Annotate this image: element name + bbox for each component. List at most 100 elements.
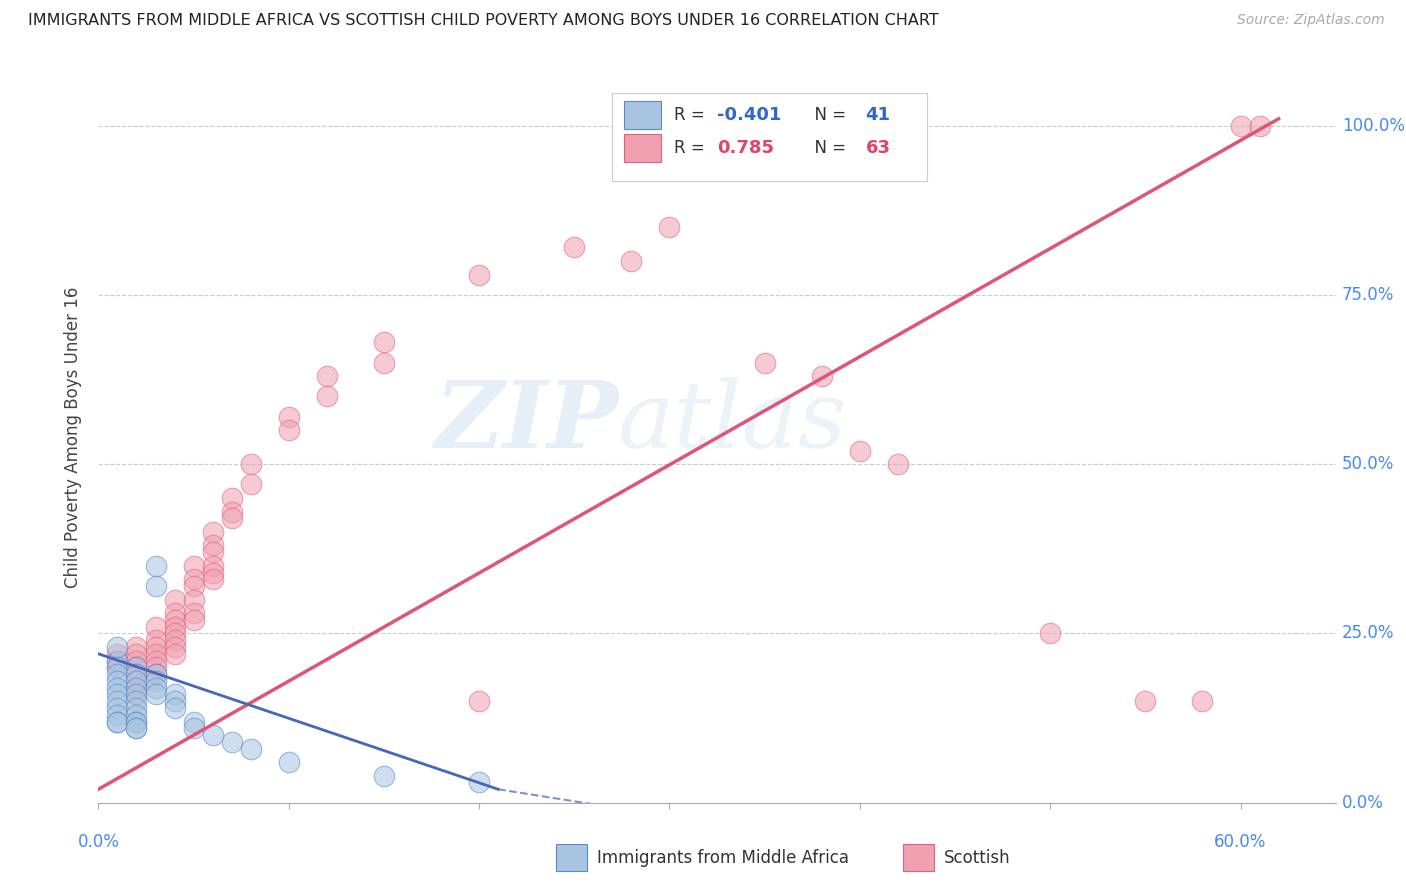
Text: IMMIGRANTS FROM MIDDLE AFRICA VS SCOTTISH CHILD POVERTY AMONG BOYS UNDER 16 CORR: IMMIGRANTS FROM MIDDLE AFRICA VS SCOTTIS… <box>28 13 939 29</box>
Point <box>163 633 186 648</box>
Point <box>658 220 681 235</box>
Point <box>887 457 910 471</box>
Y-axis label: Child Poverty Among Boys Under 16: Child Poverty Among Boys Under 16 <box>65 286 83 588</box>
Text: 75.0%: 75.0% <box>1341 285 1395 304</box>
Point <box>373 355 395 369</box>
Text: Scottish: Scottish <box>943 848 1010 867</box>
FancyBboxPatch shape <box>624 135 661 162</box>
Point <box>125 660 148 674</box>
Point <box>125 640 148 654</box>
Point <box>201 572 224 586</box>
Point <box>145 579 167 593</box>
Point <box>107 660 129 674</box>
Point <box>183 721 205 735</box>
Point <box>107 667 129 681</box>
Point <box>201 545 224 559</box>
Text: N =: N = <box>804 139 851 157</box>
Point <box>163 626 186 640</box>
Text: 60.0%: 60.0% <box>1215 833 1267 851</box>
Point <box>468 268 491 282</box>
Point <box>373 769 395 783</box>
Text: 0.0%: 0.0% <box>1341 794 1384 812</box>
Point <box>125 721 148 735</box>
Point <box>315 369 337 384</box>
Point <box>125 721 148 735</box>
Point <box>125 714 148 729</box>
Point <box>145 633 167 648</box>
Point <box>277 409 299 424</box>
Point <box>125 694 148 708</box>
Point <box>183 606 205 620</box>
Text: Source: ZipAtlas.com: Source: ZipAtlas.com <box>1237 13 1385 28</box>
Point <box>145 681 167 695</box>
FancyBboxPatch shape <box>903 845 934 871</box>
Point <box>163 613 186 627</box>
Point <box>183 572 205 586</box>
Text: 25.0%: 25.0% <box>1341 624 1395 642</box>
Point <box>239 741 262 756</box>
Point <box>754 355 776 369</box>
Point <box>145 673 167 688</box>
Point <box>221 505 243 519</box>
Point <box>125 688 148 702</box>
Point <box>373 335 395 350</box>
Point <box>163 640 186 654</box>
Point <box>201 558 224 573</box>
Point <box>125 660 148 674</box>
Point <box>468 775 491 789</box>
Point <box>107 701 129 715</box>
Point <box>1191 694 1213 708</box>
Point <box>107 688 129 702</box>
Point <box>107 673 129 688</box>
Point <box>145 654 167 668</box>
Point <box>183 579 205 593</box>
Text: 50.0%: 50.0% <box>1341 455 1395 473</box>
Point <box>201 728 224 742</box>
Text: 0.785: 0.785 <box>717 139 775 157</box>
Point <box>201 538 224 552</box>
Point <box>125 667 148 681</box>
Point <box>107 660 129 674</box>
Point <box>183 558 205 573</box>
Point <box>107 714 129 729</box>
Point <box>125 681 148 695</box>
Point <box>107 640 129 654</box>
Point <box>107 647 129 661</box>
Point <box>107 654 129 668</box>
Point <box>145 688 167 702</box>
Point <box>163 647 186 661</box>
Point <box>125 688 148 702</box>
Text: R =: R = <box>673 139 716 157</box>
Point <box>1135 694 1157 708</box>
Text: 63: 63 <box>866 139 890 157</box>
Point <box>239 477 262 491</box>
Text: R =: R = <box>673 106 710 124</box>
Point <box>562 240 585 254</box>
Point <box>145 667 167 681</box>
FancyBboxPatch shape <box>624 102 661 129</box>
Point <box>125 707 148 722</box>
Point <box>107 714 129 729</box>
Point <box>163 694 186 708</box>
Point <box>125 673 148 688</box>
Point <box>221 735 243 749</box>
Point <box>107 681 129 695</box>
Point <box>107 654 129 668</box>
Text: 0.0%: 0.0% <box>77 833 120 851</box>
Point <box>145 667 167 681</box>
FancyBboxPatch shape <box>557 845 588 871</box>
Point <box>145 620 167 634</box>
Text: Immigrants from Middle Africa: Immigrants from Middle Africa <box>598 848 849 867</box>
Point <box>107 694 129 708</box>
Point <box>201 566 224 580</box>
Text: -0.401: -0.401 <box>717 106 782 124</box>
Point <box>125 681 148 695</box>
Point <box>1229 119 1251 133</box>
Text: N =: N = <box>804 106 851 124</box>
Point <box>163 606 186 620</box>
Point <box>163 620 186 634</box>
Point <box>221 491 243 505</box>
Point <box>125 647 148 661</box>
Point <box>125 714 148 729</box>
Point <box>277 755 299 769</box>
